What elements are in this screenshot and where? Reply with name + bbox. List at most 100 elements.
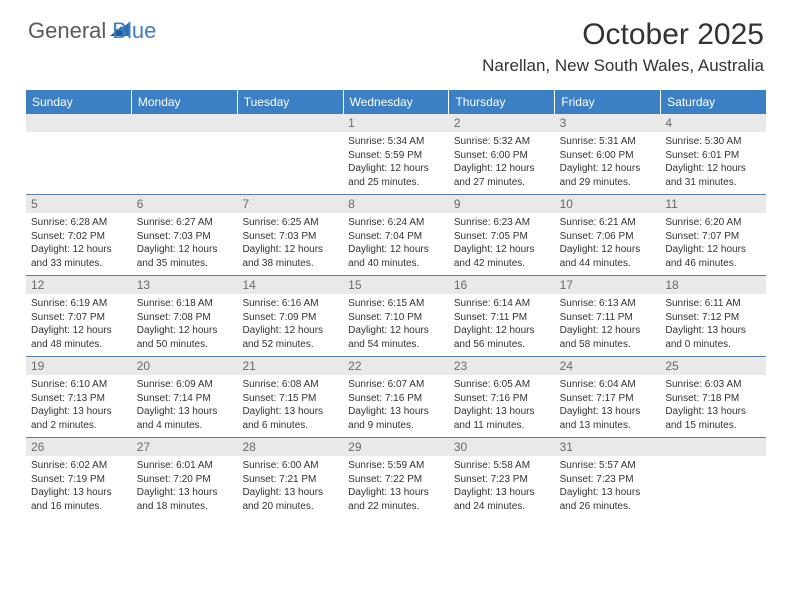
day-number: 17	[555, 276, 661, 294]
day-number: 25	[660, 357, 766, 375]
day-number: 11	[660, 195, 766, 213]
day-number: 19	[26, 357, 132, 375]
sunrise-text: Sunrise: 6:04 AM	[560, 378, 656, 392]
day-cell: Sunrise: 6:07 AMSunset: 7:16 PMDaylight:…	[343, 375, 449, 437]
day-number: 5	[26, 195, 132, 213]
sunrise-text: Sunrise: 5:31 AM	[560, 135, 656, 149]
day-cell: Sunrise: 5:32 AMSunset: 6:00 PMDaylight:…	[449, 132, 555, 194]
day-number: 22	[343, 357, 449, 375]
day-cell: Sunrise: 6:25 AMSunset: 7:03 PMDaylight:…	[237, 213, 343, 275]
logo-text-blue: Blue	[112, 18, 156, 44]
week-numstrip: 19202122232425	[26, 357, 766, 375]
day-number: 1	[343, 114, 449, 132]
sunset-text: Sunset: 7:05 PM	[454, 230, 550, 244]
daylight-text: Daylight: 12 hours and 44 minutes.	[560, 243, 656, 270]
sunrise-text: Sunrise: 6:16 AM	[242, 297, 338, 311]
day-number: 28	[237, 438, 343, 456]
week-numstrip: 567891011	[26, 195, 766, 213]
day-cell: Sunrise: 6:16 AMSunset: 7:09 PMDaylight:…	[237, 294, 343, 356]
daylight-text: Daylight: 13 hours and 16 minutes.	[31, 486, 127, 513]
daylight-text: Daylight: 13 hours and 6 minutes.	[242, 405, 338, 432]
day-cell: Sunrise: 6:10 AMSunset: 7:13 PMDaylight:…	[26, 375, 132, 437]
day-cell: Sunrise: 6:20 AMSunset: 7:07 PMDaylight:…	[660, 213, 766, 275]
day-number	[237, 114, 343, 132]
daylight-text: Daylight: 12 hours and 40 minutes.	[348, 243, 444, 270]
daylight-text: Daylight: 12 hours and 42 minutes.	[454, 243, 550, 270]
sunset-text: Sunset: 5:59 PM	[348, 149, 444, 163]
day-cell	[26, 132, 132, 194]
sunset-text: Sunset: 7:08 PM	[137, 311, 233, 325]
sunrise-text: Sunrise: 6:28 AM	[31, 216, 127, 230]
sunset-text: Sunset: 7:13 PM	[31, 392, 127, 406]
day-number: 4	[660, 114, 766, 132]
day-number: 21	[237, 357, 343, 375]
daylight-text: Daylight: 12 hours and 58 minutes.	[560, 324, 656, 351]
day-header-tuesday: Tuesday	[238, 90, 344, 114]
day-cell: Sunrise: 6:15 AMSunset: 7:10 PMDaylight:…	[343, 294, 449, 356]
day-cell: Sunrise: 6:19 AMSunset: 7:07 PMDaylight:…	[26, 294, 132, 356]
daylight-text: Daylight: 13 hours and 0 minutes.	[665, 324, 761, 351]
day-cell: Sunrise: 6:27 AMSunset: 7:03 PMDaylight:…	[132, 213, 238, 275]
sunrise-text: Sunrise: 5:57 AM	[560, 459, 656, 473]
week-numstrip: 1234	[26, 114, 766, 132]
daylight-text: Daylight: 13 hours and 4 minutes.	[137, 405, 233, 432]
sunset-text: Sunset: 7:23 PM	[454, 473, 550, 487]
sunset-text: Sunset: 6:00 PM	[560, 149, 656, 163]
day-number: 2	[449, 114, 555, 132]
daylight-text: Daylight: 12 hours and 46 minutes.	[665, 243, 761, 270]
day-cell: Sunrise: 5:58 AMSunset: 7:23 PMDaylight:…	[449, 456, 555, 518]
day-number	[26, 114, 132, 132]
sunrise-text: Sunrise: 6:07 AM	[348, 378, 444, 392]
location: Narellan, New South Wales, Australia	[482, 56, 764, 76]
day-cell	[660, 456, 766, 518]
sunrise-text: Sunrise: 6:21 AM	[560, 216, 656, 230]
sunset-text: Sunset: 7:11 PM	[560, 311, 656, 325]
daylight-text: Daylight: 13 hours and 24 minutes.	[454, 486, 550, 513]
daylight-text: Daylight: 13 hours and 13 minutes.	[560, 405, 656, 432]
day-cell: Sunrise: 6:02 AMSunset: 7:19 PMDaylight:…	[26, 456, 132, 518]
day-cell	[132, 132, 238, 194]
day-cell: Sunrise: 6:24 AMSunset: 7:04 PMDaylight:…	[343, 213, 449, 275]
day-number: 13	[132, 276, 238, 294]
daylight-text: Daylight: 12 hours and 48 minutes.	[31, 324, 127, 351]
day-number: 12	[26, 276, 132, 294]
day-number: 3	[555, 114, 661, 132]
sunset-text: Sunset: 7:11 PM	[454, 311, 550, 325]
day-cell	[237, 132, 343, 194]
daylight-text: Daylight: 12 hours and 25 minutes.	[348, 162, 444, 189]
day-header-sunday: Sunday	[26, 90, 132, 114]
sunrise-text: Sunrise: 5:59 AM	[348, 459, 444, 473]
sunrise-text: Sunrise: 6:11 AM	[665, 297, 761, 311]
day-number: 27	[132, 438, 238, 456]
day-header-monday: Monday	[132, 90, 238, 114]
daylight-text: Daylight: 13 hours and 18 minutes.	[137, 486, 233, 513]
sunset-text: Sunset: 7:18 PM	[665, 392, 761, 406]
day-cell: Sunrise: 6:21 AMSunset: 7:06 PMDaylight:…	[555, 213, 661, 275]
daylight-text: Daylight: 12 hours and 50 minutes.	[137, 324, 233, 351]
sunrise-text: Sunrise: 6:02 AM	[31, 459, 127, 473]
day-header-thursday: Thursday	[449, 90, 555, 114]
day-cell: Sunrise: 5:59 AMSunset: 7:22 PMDaylight:…	[343, 456, 449, 518]
day-number: 26	[26, 438, 132, 456]
daylight-text: Daylight: 13 hours and 2 minutes.	[31, 405, 127, 432]
sunset-text: Sunset: 7:10 PM	[348, 311, 444, 325]
sunset-text: Sunset: 7:07 PM	[31, 311, 127, 325]
sunset-text: Sunset: 7:03 PM	[137, 230, 233, 244]
sunset-text: Sunset: 7:21 PM	[242, 473, 338, 487]
sunrise-text: Sunrise: 6:25 AM	[242, 216, 338, 230]
sunrise-text: Sunrise: 6:13 AM	[560, 297, 656, 311]
day-cell: Sunrise: 6:00 AMSunset: 7:21 PMDaylight:…	[237, 456, 343, 518]
sunset-text: Sunset: 7:07 PM	[665, 230, 761, 244]
day-number	[660, 438, 766, 456]
sunset-text: Sunset: 7:02 PM	[31, 230, 127, 244]
day-number: 9	[449, 195, 555, 213]
daylight-text: Daylight: 12 hours and 54 minutes.	[348, 324, 444, 351]
sunrise-text: Sunrise: 6:20 AM	[665, 216, 761, 230]
sunset-text: Sunset: 7:20 PM	[137, 473, 233, 487]
title-block: October 2025 Narellan, New South Wales, …	[482, 18, 764, 76]
sunset-text: Sunset: 7:16 PM	[348, 392, 444, 406]
sunrise-text: Sunrise: 6:18 AM	[137, 297, 233, 311]
sunrise-text: Sunrise: 5:30 AM	[665, 135, 761, 149]
sunrise-text: Sunrise: 6:24 AM	[348, 216, 444, 230]
day-cell: Sunrise: 6:08 AMSunset: 7:15 PMDaylight:…	[237, 375, 343, 437]
